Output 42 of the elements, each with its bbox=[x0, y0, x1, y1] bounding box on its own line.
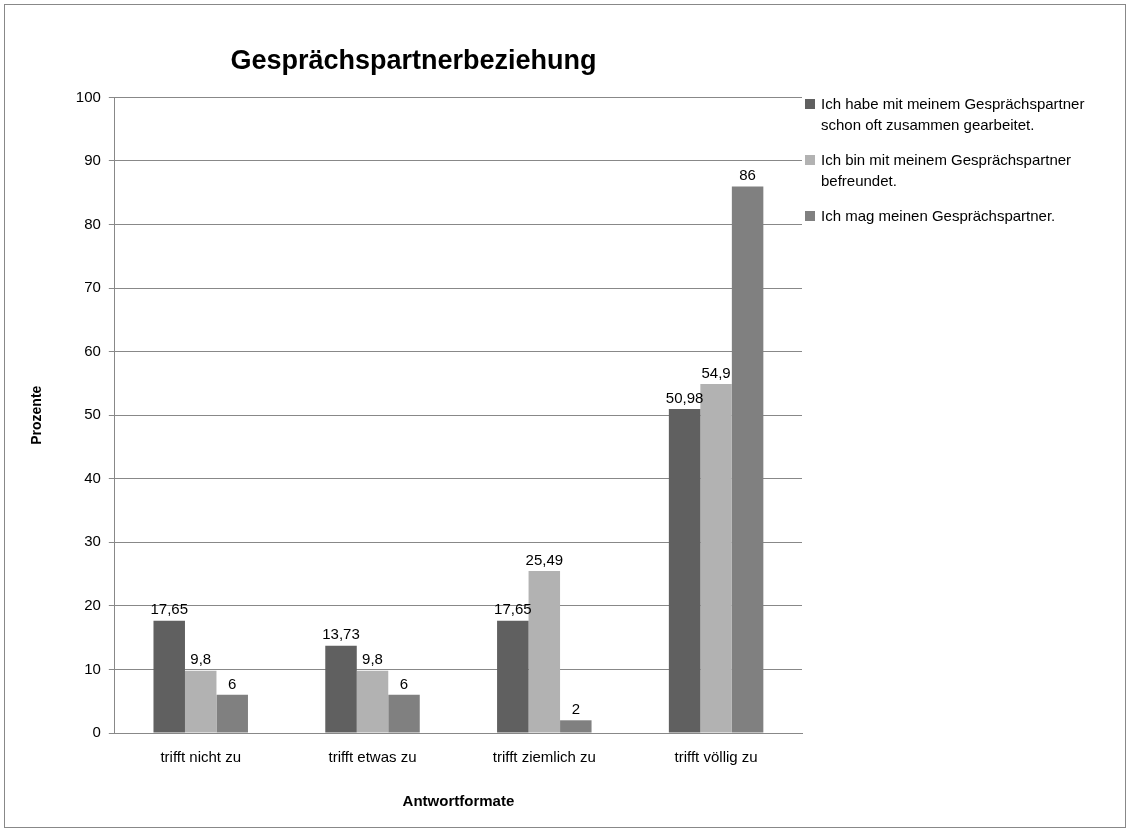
x-tick-label: trifft nicht zu bbox=[160, 748, 242, 766]
x-axis-title: Antwortformate bbox=[402, 792, 515, 810]
data-label: 25,49 bbox=[525, 550, 564, 568]
legend-label: Ich bin mit meinem Gesprächspartner befreundet. bbox=[821, 150, 1073, 191]
y-tick-label: 40 bbox=[84, 468, 101, 486]
data-label: 6 bbox=[399, 674, 409, 692]
legend-label: Ich mag meinen Gesprächspartner. bbox=[821, 206, 1056, 226]
y-tick-label: 10 bbox=[84, 659, 101, 677]
bar bbox=[560, 720, 592, 733]
y-tick-label: 30 bbox=[84, 532, 101, 550]
y-axis-title: Prozente bbox=[28, 385, 45, 445]
bar bbox=[153, 620, 185, 733]
y-tick-label: 60 bbox=[84, 341, 101, 359]
bar bbox=[388, 694, 420, 733]
x-tick-label: trifft völlig zu bbox=[674, 748, 758, 766]
data-label: 54,9 bbox=[701, 363, 731, 381]
data-label: 9,8 bbox=[362, 650, 383, 668]
legend-label: Ich habe mit meinem Gesprächspartner schon oft zusammen gearbeitet. bbox=[821, 94, 1086, 135]
bar bbox=[497, 620, 529, 733]
y-tick-label: 0 bbox=[92, 723, 101, 741]
x-tick-label: trifft etwas zu bbox=[328, 748, 417, 766]
bar bbox=[356, 670, 389, 733]
data-label: 2 bbox=[571, 699, 580, 717]
y-tick-label: 50 bbox=[84, 405, 101, 423]
y-tick-label: 90 bbox=[84, 151, 101, 169]
data-label: 50,98 bbox=[665, 388, 704, 406]
y-tick-label: 70 bbox=[84, 278, 101, 296]
y-tick-label: 20 bbox=[84, 596, 101, 614]
bar bbox=[184, 670, 217, 733]
bar bbox=[668, 408, 701, 733]
chart-title: Gesprächspartnerbeziehung bbox=[230, 44, 597, 75]
bar bbox=[216, 694, 248, 733]
data-label: 13,73 bbox=[322, 625, 360, 643]
data-label: 9,8 bbox=[190, 650, 212, 668]
data-label: 86 bbox=[739, 166, 756, 184]
data-label: 17,65 bbox=[150, 600, 188, 618]
data-label: 6 bbox=[228, 674, 237, 692]
y-tick-label: 100 bbox=[75, 87, 101, 105]
y-tick-label: 80 bbox=[84, 214, 101, 232]
x-tick-label: trifft ziemlich zu bbox=[492, 748, 596, 766]
data-label: 17,65 bbox=[494, 600, 532, 618]
bar bbox=[325, 645, 357, 733]
